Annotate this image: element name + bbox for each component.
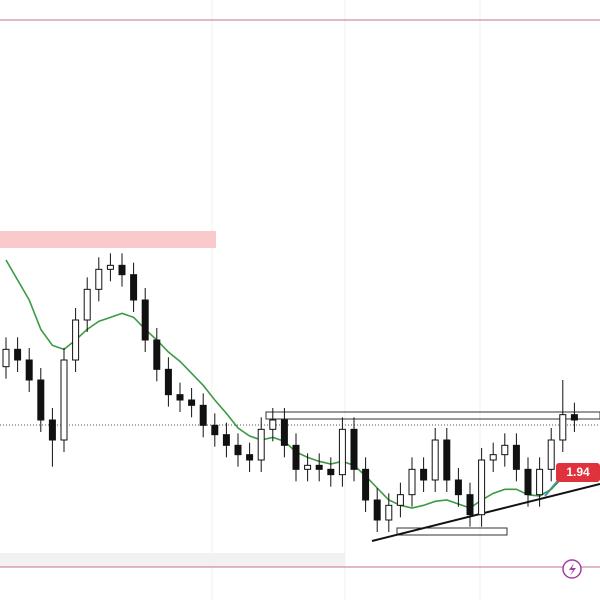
alert-bolt [569, 563, 576, 576]
candle-body [25, 359, 33, 381]
candle-body [315, 464, 323, 470]
candle-body [501, 444, 509, 456]
candle-body [130, 274, 138, 301]
resistance-zone [0, 231, 216, 248]
candle-body [396, 494, 404, 506]
candle-body [443, 439, 451, 481]
candle-body [222, 434, 230, 446]
candle-body [478, 459, 486, 516]
candle-body [246, 454, 254, 461]
candle-body [536, 468, 544, 496]
candle-body [153, 339, 161, 370]
candle-body [385, 504, 393, 521]
candle-body [2, 348, 10, 368]
candle-body [199, 404, 207, 426]
price-label-box [556, 463, 600, 482]
candle-body [304, 464, 312, 470]
bottom-zone [0, 553, 345, 567]
candle-body [362, 468, 370, 501]
candle-body [489, 454, 497, 461]
candle-body [350, 428, 358, 470]
candle-body [327, 468, 335, 476]
plot [2, 253, 578, 532]
candle-body [176, 394, 184, 401]
candle-body [338, 428, 346, 476]
candle-body [570, 414, 578, 421]
candle-body [106, 264, 114, 270]
candle-body [83, 288, 91, 321]
candle-body [164, 368, 172, 396]
candle-body [512, 444, 520, 470]
candle-body [559, 414, 567, 441]
candle-body [60, 359, 68, 441]
candle-body [211, 424, 219, 436]
candle-body [37, 379, 45, 421]
candle-body [188, 399, 196, 406]
candle-body [408, 468, 416, 496]
candle-body [14, 348, 22, 361]
candle-body [234, 444, 242, 456]
candle-body [280, 419, 288, 446]
candle-body [118, 264, 126, 276]
candle-body [48, 419, 56, 441]
candle-body [466, 494, 474, 516]
range-box [265, 411, 600, 420]
candle-body [257, 428, 265, 461]
candle-body [524, 468, 532, 496]
candle-body [373, 499, 381, 521]
candle-body [141, 299, 149, 341]
candle-body [269, 419, 277, 430]
candle-body [454, 479, 462, 496]
candle-body [431, 439, 439, 481]
candle-body [547, 439, 555, 470]
price-label: 1.94 [566, 465, 590, 479]
candle-body [95, 268, 103, 290]
candle-body [292, 444, 300, 470]
support-box [396, 527, 508, 536]
candle-body [420, 468, 428, 481]
trend-line [371, 483, 600, 542]
candle-body [72, 319, 80, 361]
